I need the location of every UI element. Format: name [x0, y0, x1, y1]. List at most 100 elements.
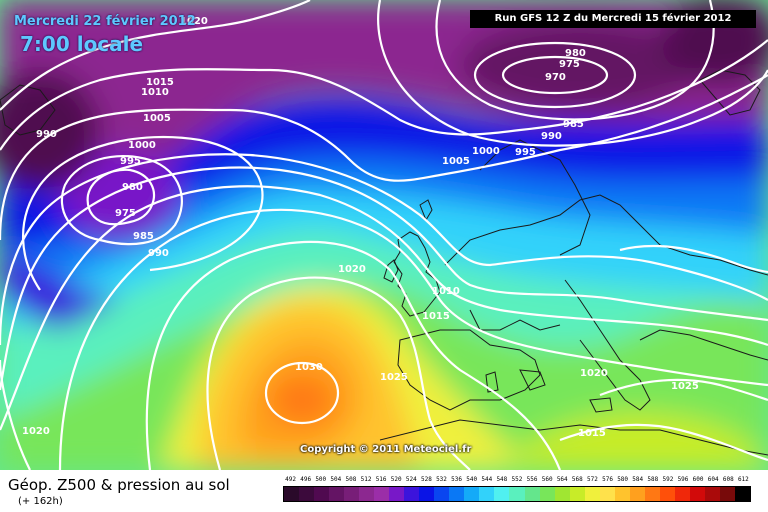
scale-value: 536 — [451, 476, 462, 483]
scale-swatch — [344, 487, 360, 501]
scale-value: 524 — [405, 476, 417, 483]
copyright-notice: Copyright © 2011 Meteociel.fr — [300, 444, 472, 455]
isobar-label: 1015 — [422, 311, 450, 322]
isobar-label: 970 — [545, 72, 566, 83]
scale-swatch — [314, 487, 330, 501]
isobar-label: 980 — [122, 182, 143, 193]
model-run-info: Run GFS 12 Z du Mercredi 15 février 2012 — [470, 10, 756, 28]
scale-swatch — [419, 487, 435, 501]
scale-value: 532 — [436, 476, 447, 483]
scale-value: 520 — [390, 476, 402, 483]
scale-swatch — [644, 487, 660, 501]
legend-subtitle: (+ 162h) — [18, 496, 63, 507]
scale-swatch — [284, 487, 300, 501]
scale-swatch — [584, 487, 600, 501]
scale-value: 560 — [541, 476, 553, 483]
scale-value: 512 — [360, 476, 372, 483]
scale-value: 592 — [662, 476, 674, 483]
isobar-label: 985 — [563, 119, 584, 130]
scale-value: 508 — [345, 476, 357, 483]
scale-value: 576 — [602, 476, 613, 483]
isobar-label: 985 — [133, 231, 154, 242]
scale-swatch — [404, 487, 420, 501]
scale-value: 612 — [737, 476, 749, 483]
geopotential-field — [0, 0, 768, 470]
isobar-label: 1010 — [141, 87, 169, 98]
forecast-date: Mercredi 22 février 2012 — [14, 14, 196, 29]
scale-value: 568 — [571, 476, 583, 483]
isobar-label: 1005 — [143, 113, 171, 124]
scale-value: 564 — [556, 476, 568, 483]
scale-swatch — [599, 487, 615, 501]
scale-value: 540 — [466, 476, 478, 483]
isobar-label: 1025 — [380, 372, 408, 383]
isobar-label: 980 — [565, 48, 586, 59]
scale-swatch — [464, 487, 480, 501]
scale-swatch — [719, 487, 735, 501]
isobar-label: 1000 — [128, 140, 156, 151]
isobar-label: 1010 — [432, 286, 460, 297]
isobar-label: 975 — [115, 208, 136, 219]
isobar-label: 1020 — [580, 368, 608, 379]
scale-swatch — [659, 487, 675, 501]
scale-value: 588 — [647, 476, 659, 483]
scale-swatch — [479, 487, 495, 501]
scale-value: 496 — [300, 476, 312, 483]
scale-swatch — [629, 487, 645, 501]
scale-swatch — [614, 487, 630, 501]
scale-value: 572 — [587, 476, 598, 483]
isobar-labels: 1015 1010 1005 990 1000 995 980 975 985 … — [22, 16, 699, 439]
color-scale: 492 496 500 504 508 512 516 520 524 528 532 536 540 5… — [283, 474, 751, 502]
color-scale-labels: 492 496 500 504 508 512 516 520 524 528 532 536 540 5… — [283, 474, 751, 486]
isobar-label: 1020 — [338, 264, 366, 275]
scale-swatch — [704, 487, 720, 501]
weather-map: 1015 1010 1005 990 1000 995 980 975 985 … — [0, 0, 768, 470]
map-canvas: 1015 1010 1005 990 1000 995 980 975 985 … — [0, 0, 768, 470]
scale-value: 500 — [315, 476, 327, 483]
scale-swatch — [674, 487, 690, 501]
isobar-label: 995 — [515, 147, 536, 158]
scale-value: 584 — [632, 476, 644, 483]
scale-swatch — [494, 487, 510, 501]
scale-swatch — [389, 487, 405, 501]
scale-swatch — [539, 487, 555, 501]
scale-value: 604 — [707, 476, 719, 483]
scale-swatch — [554, 487, 570, 501]
scale-value: 552 — [511, 476, 523, 483]
isobar-label: 975 — [559, 59, 580, 70]
scale-value: 492 — [285, 476, 296, 483]
isobars — [0, 0, 768, 470]
scale-value: 556 — [526, 476, 538, 483]
scale-swatch — [359, 487, 375, 501]
legend-title: Géop. Z500 & pression au sol — [8, 476, 230, 494]
isobar-label: 995 — [120, 156, 141, 167]
isobar-label: 990 — [541, 131, 562, 142]
forecast-time: 7:00 locale — [20, 32, 144, 56]
legend-footer: Géop. Z500 & pression au sol (+ 162h) 49… — [0, 470, 768, 512]
isobar-label: 1005 — [442, 156, 470, 167]
scale-swatch — [689, 487, 705, 501]
scale-value: 608 — [722, 476, 734, 483]
isobar-label: 1025 — [671, 381, 699, 392]
isobar-label: 1020 — [22, 426, 50, 437]
scale-swatch — [524, 487, 540, 501]
isobar-label: 990 — [36, 129, 57, 140]
scale-swatch — [329, 487, 345, 501]
isobar-label: 1015 — [146, 77, 174, 88]
isobar-label: 1000 — [472, 146, 500, 157]
isobar-label: 1020 — [180, 16, 208, 27]
scale-swatch — [434, 487, 450, 501]
scale-value: 544 — [481, 476, 493, 483]
scale-value: 516 — [375, 476, 387, 483]
scale-swatch — [734, 487, 750, 501]
isobar-label: 990 — [148, 248, 169, 259]
scale-swatch — [509, 487, 525, 501]
scale-swatch — [374, 487, 390, 501]
scale-value: 580 — [617, 476, 629, 483]
color-scale-swatches — [283, 486, 751, 502]
scale-swatch — [449, 487, 465, 501]
scale-value: 528 — [420, 476, 432, 483]
scale-swatch — [569, 487, 585, 501]
scale-value: 596 — [677, 476, 689, 483]
scale-value: 548 — [496, 476, 508, 483]
